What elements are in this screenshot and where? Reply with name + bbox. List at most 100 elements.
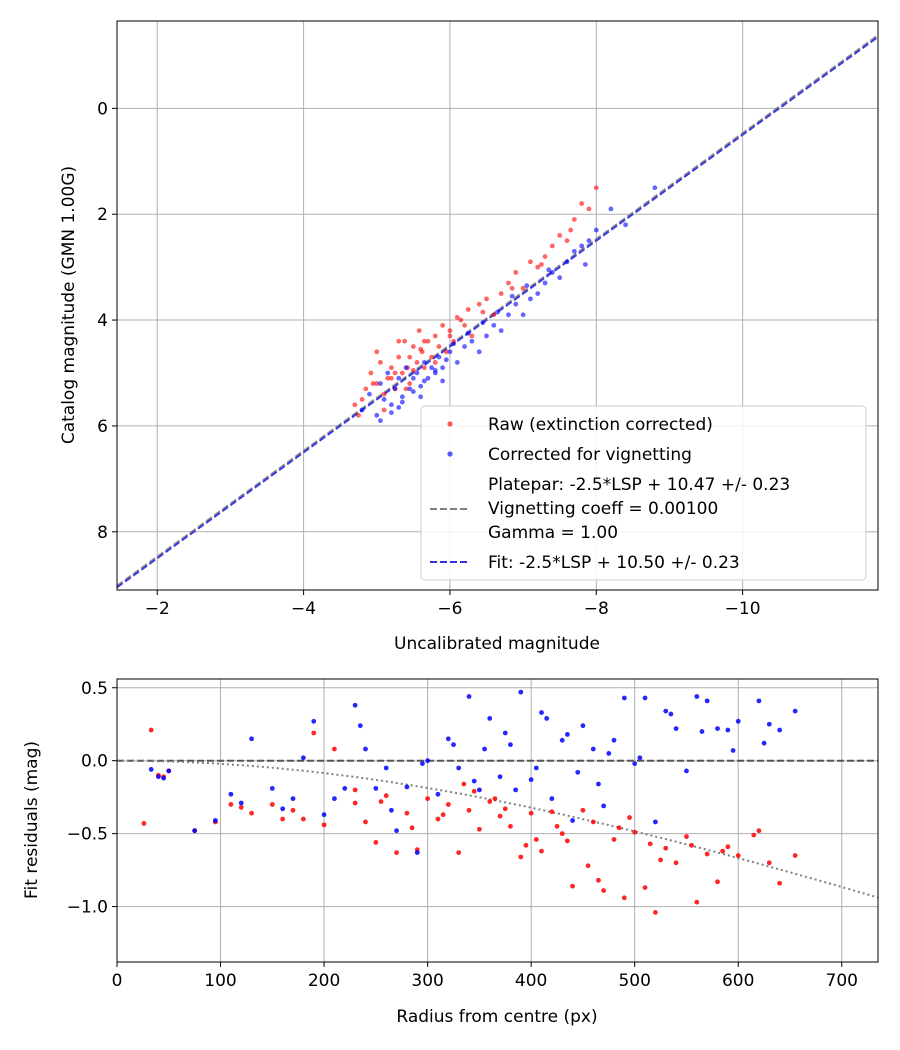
data-point-corrected <box>549 270 555 275</box>
data-point-raw <box>777 880 783 886</box>
x-tick-label: −8 <box>584 599 609 619</box>
data-point-raw <box>476 826 482 832</box>
data-point-raw <box>462 322 467 328</box>
legend: Raw (extinction corrected) Corrected for… <box>420 405 867 581</box>
data-point-raw <box>148 727 154 733</box>
data-point-corrected <box>148 767 154 772</box>
top-y-ticks: 0 2 4 6 8 <box>97 99 117 543</box>
x-tick-label: −6 <box>437 599 462 619</box>
data-point-corrected <box>694 694 700 699</box>
bottom-x-ticks: 0 100 200 300 400 500 600 700 <box>112 962 858 991</box>
data-point-raw <box>533 837 539 842</box>
data-point-raw <box>414 360 420 365</box>
bottom-data-points <box>141 689 798 915</box>
data-point-corrected <box>388 807 394 813</box>
data-point-raw <box>502 806 508 812</box>
data-point-raw <box>518 854 524 860</box>
data-point-raw <box>684 834 689 839</box>
data-point-corrected <box>451 341 456 347</box>
data-point-raw <box>590 819 596 825</box>
data-point-raw <box>447 328 453 334</box>
data-point-raw <box>429 354 435 360</box>
data-point-corrected <box>580 723 586 729</box>
legend-label-corrected: Corrected for vignetting <box>488 445 692 465</box>
platepar-line <box>116 34 879 587</box>
data-point-raw <box>378 799 384 804</box>
data-point-raw <box>725 844 731 850</box>
x-tick-label: 500 <box>618 971 650 991</box>
data-point-corrected <box>715 726 720 731</box>
data-point-corrected <box>420 761 425 767</box>
data-point-corrected <box>410 389 416 394</box>
data-point-raw <box>735 853 741 858</box>
y-tick-label: 8 <box>97 523 108 543</box>
data-point-raw <box>421 338 427 344</box>
data-point-raw <box>381 407 387 413</box>
vignetting-curve <box>117 759 879 899</box>
data-point-corrected <box>396 404 402 410</box>
bottom-plot-area <box>117 679 878 962</box>
data-point-raw <box>321 822 327 828</box>
data-point-raw <box>616 825 622 831</box>
data-point-raw <box>611 837 617 842</box>
bottom-reference-lines <box>117 759 879 899</box>
x-tick-label: −4 <box>291 599 316 619</box>
data-point-corrected <box>704 698 710 704</box>
bottom-axes-frame <box>116 678 879 963</box>
bottom-y-axis-label: Fit residuals (mag) <box>22 741 42 899</box>
data-point-corrected <box>469 338 475 344</box>
x-tick-label: 400 <box>515 971 547 991</box>
data-point-raw <box>596 877 601 883</box>
data-point-raw <box>509 285 515 291</box>
data-point-raw <box>418 346 424 352</box>
data-point-raw <box>528 259 533 265</box>
data-point-raw <box>535 264 541 270</box>
data-point-corrected <box>440 378 446 384</box>
top-chart-panel: −2 −4 −6 −8 −10 0 2 4 6 8 Uncalibrated magnitude… <box>59 20 879 654</box>
data-point-corrected <box>445 736 451 742</box>
data-point-raw <box>458 317 464 323</box>
data-point-raw <box>352 800 358 806</box>
data-point-corrected <box>756 698 762 704</box>
data-point-corrected <box>414 370 420 376</box>
data-point-corrected <box>546 267 552 273</box>
x-tick-label: 200 <box>308 971 340 991</box>
data-point-raw <box>383 793 389 799</box>
data-point-raw <box>368 370 374 376</box>
data-point-raw <box>381 391 387 397</box>
legend-marker-corrected <box>447 451 453 457</box>
data-point-raw <box>557 232 563 238</box>
data-point-raw <box>228 802 234 807</box>
data-point-raw <box>238 804 244 810</box>
data-point-raw <box>513 270 519 275</box>
data-point-corrected <box>735 718 741 724</box>
data-point-corrected <box>725 727 731 733</box>
data-point-corrected <box>673 726 679 731</box>
data-point-corrected <box>575 769 581 775</box>
data-point-raw <box>311 730 317 736</box>
data-point-corrected <box>462 344 467 349</box>
data-point-corrected <box>528 777 534 783</box>
data-point-corrected <box>476 349 482 355</box>
data-point-raw <box>410 344 416 349</box>
data-point-corrected <box>564 259 570 265</box>
data-point-raw <box>632 829 638 835</box>
data-point-corrected <box>487 715 493 721</box>
data-point-raw <box>520 285 526 291</box>
data-point-raw <box>356 412 361 418</box>
data-point-corrected <box>451 742 456 748</box>
data-point-corrected <box>357 723 363 729</box>
data-point-corrected <box>192 828 198 834</box>
data-point-corrected <box>559 737 565 743</box>
data-point-raw <box>549 243 555 249</box>
data-point-corrected <box>269 786 275 791</box>
y-tick-label: 2 <box>97 205 108 225</box>
data-point-raw <box>269 802 275 807</box>
data-point-corrected <box>454 360 460 365</box>
x-tick-label: 700 <box>826 971 858 991</box>
data-point-raw <box>440 322 446 328</box>
data-point-corrected <box>443 357 449 363</box>
data-point-raw <box>461 781 467 787</box>
data-point-raw <box>456 850 462 855</box>
